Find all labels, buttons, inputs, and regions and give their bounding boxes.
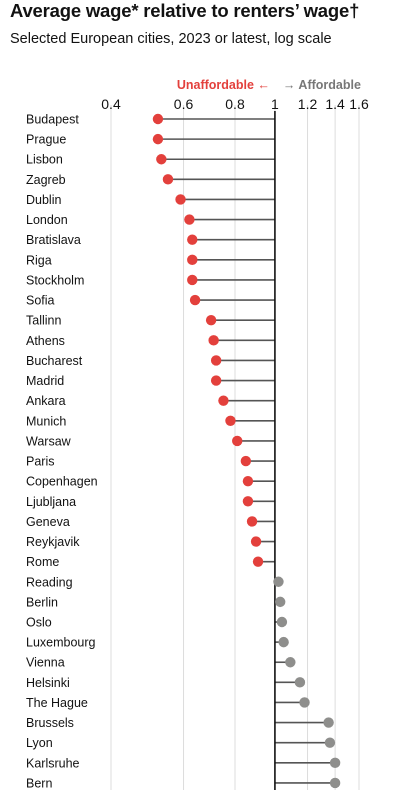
x-tick-label: 1 (271, 96, 279, 112)
category-label: Riga (26, 253, 52, 267)
category-label: Ankara (26, 394, 66, 408)
category-label: Luxembourg (26, 636, 96, 650)
data-point (189, 294, 201, 306)
category-label: Dublin (26, 193, 61, 207)
category-label: Athens (26, 334, 65, 348)
category-label: Stockholm (26, 273, 84, 287)
category-label: Ljubljana (26, 495, 76, 509)
category-label: Reykjavik (26, 535, 80, 549)
data-point (324, 737, 336, 748)
category-label: Copenhagen (26, 475, 98, 489)
data-point (205, 315, 217, 326)
data-point (329, 777, 341, 789)
data-point (218, 395, 229, 406)
data-point (187, 234, 198, 245)
category-label: Madrid (26, 374, 64, 388)
data-point (242, 475, 254, 487)
x-tick-labels: 0.4 0.6 0.8 1 1.2 1.4 1.6 (101, 96, 369, 112)
x-tick-label: 0.8 (225, 96, 245, 112)
x-tick-label: 1.4 (325, 96, 345, 112)
data-point (252, 556, 264, 567)
data-point (210, 355, 222, 366)
data-point (162, 174, 174, 185)
data-point (285, 657, 296, 668)
category-labels: Budapest Prague Lisbon Zagreb Dublin London Br… (26, 113, 98, 791)
category-label: Bern (26, 776, 52, 790)
data-point (232, 435, 243, 447)
category-label: Helsinki (26, 676, 70, 690)
category-label: Rome (26, 555, 59, 569)
data-point (242, 496, 254, 507)
data-point (225, 415, 236, 426)
x-tick-label: 0.4 (101, 96, 121, 112)
category-label: Budapest (26, 113, 79, 127)
unaffordable-label: Unaffordable ← (177, 78, 270, 92)
category-label: Lyon (26, 736, 53, 750)
data-point (250, 536, 262, 547)
data-point (278, 636, 289, 648)
category-label: Reading (26, 575, 73, 589)
data-point (329, 757, 341, 769)
data-point (275, 596, 286, 608)
category-label: Paris (26, 455, 54, 469)
stems (157, 118, 336, 784)
data-point (187, 274, 198, 286)
category-label: Karlsruhe (26, 756, 80, 770)
data-point (156, 154, 167, 165)
data-point (276, 616, 288, 628)
data-point (175, 194, 186, 205)
data-point (323, 717, 334, 728)
x-tick-label: 1.6 (349, 96, 369, 112)
data-point (187, 254, 198, 266)
category-label: Sofia (26, 294, 55, 308)
chart-title: Average wage* relative to renters’ wage† (10, 0, 360, 21)
category-label: Zagreb (26, 173, 66, 187)
category-label: Geneva (26, 515, 70, 529)
chart-subtitle: Selected European cities, 2023 or latest… (10, 31, 332, 47)
data-point (152, 113, 164, 125)
data-point (240, 455, 252, 467)
x-tick-label: 1.2 (298, 96, 318, 112)
category-label: The Hague (26, 696, 88, 710)
category-label: Prague (26, 133, 66, 147)
category-label: Munich (26, 414, 66, 428)
data-point (294, 677, 306, 688)
category-label: Brussels (26, 716, 74, 730)
category-label: Bucharest (26, 354, 83, 368)
category-label: Vienna (26, 656, 65, 670)
data-point (152, 133, 164, 145)
data-point (246, 516, 258, 527)
affordable-label: → Affordable (283, 78, 361, 92)
grid (110, 105, 360, 790)
category-label: London (26, 213, 68, 227)
category-label: Lisbon (26, 153, 63, 167)
category-label: Oslo (26, 616, 52, 630)
data-point (299, 697, 310, 708)
category-label: Warsaw (26, 434, 72, 448)
x-tick-label: 0.6 (174, 96, 194, 112)
category-label: Tallinn (26, 314, 61, 328)
dots (152, 113, 341, 789)
category-label: Berlin (26, 595, 58, 609)
data-point (273, 576, 284, 587)
data-point (208, 335, 219, 346)
data-point (210, 375, 222, 386)
category-label: Bratislava (26, 233, 81, 247)
data-point (184, 214, 195, 225)
